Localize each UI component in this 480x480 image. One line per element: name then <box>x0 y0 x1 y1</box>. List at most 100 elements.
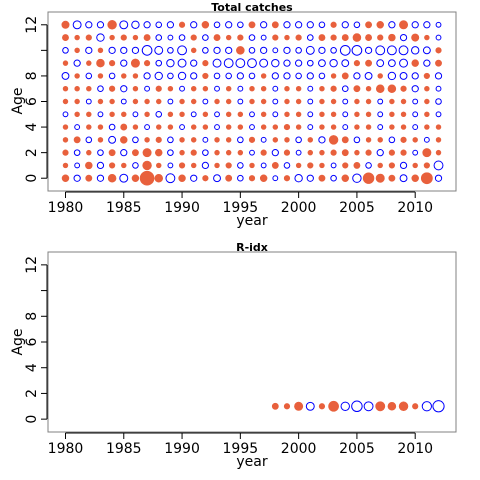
positive-residual-bubble <box>354 98 360 105</box>
negative-residual-bubble <box>377 98 384 105</box>
negative-residual-bubble <box>167 34 174 41</box>
negative-residual-bubble <box>272 111 279 118</box>
positive-residual-bubble <box>271 21 279 29</box>
positive-residual-bubble <box>225 137 232 143</box>
y-axis-label: Age <box>10 87 26 114</box>
y-tick-label: 6 <box>24 337 40 346</box>
positive-residual-bubble <box>330 21 337 28</box>
positive-residual-bubble <box>202 124 209 130</box>
positive-residual-bubble <box>295 111 302 118</box>
negative-residual-bubble <box>307 124 314 130</box>
positive-residual-bubble <box>330 149 337 156</box>
positive-residual-bubble <box>272 137 279 143</box>
negative-residual-bubble <box>339 45 351 56</box>
negative-residual-bubble <box>237 174 244 182</box>
positive-residual-bubble <box>399 20 409 30</box>
positive-residual-bubble <box>85 174 93 182</box>
negative-residual-bubble <box>342 111 349 118</box>
x-axis-label: year <box>236 213 267 229</box>
positive-residual-bubble <box>62 137 69 143</box>
negative-residual-bubble <box>341 85 349 93</box>
negative-residual-bubble <box>271 72 279 80</box>
negative-residual-bubble <box>422 46 431 55</box>
negative-residual-bubble <box>120 59 128 67</box>
positive-residual-bubble <box>97 73 104 79</box>
negative-residual-bubble <box>307 98 314 105</box>
y-axis-label: Age <box>10 328 26 355</box>
positive-residual-bubble <box>202 85 209 92</box>
negative-residual-bubble <box>353 136 361 144</box>
positive-residual-bubble <box>156 98 162 105</box>
positive-residual-bubble <box>236 46 245 55</box>
negative-residual-bubble <box>179 85 185 92</box>
panel-r-idx: R-idx 1980 1985 1990 1995 2000 2005 2010 0 2 4 6 8… <box>10 241 457 470</box>
positive-residual-bubble <box>319 124 325 130</box>
positive-residual-bubble <box>387 84 397 93</box>
negative-residual-bubble <box>365 162 372 169</box>
negative-residual-bubble <box>85 72 93 80</box>
positive-residual-bubble <box>132 98 139 105</box>
positive-residual-bubble <box>353 161 361 169</box>
negative-residual-bubble <box>237 98 244 105</box>
panel-total-catches: Total catches 1980 1985 1990 1995 2000 2005 20… <box>10 1 457 229</box>
negative-residual-bubble <box>260 46 268 54</box>
positive-residual-bubble <box>109 60 116 67</box>
positive-residual-bubble <box>74 34 80 41</box>
negative-residual-bubble <box>178 34 186 41</box>
negative-residual-bubble <box>108 72 116 80</box>
negative-residual-bubble <box>399 174 408 183</box>
positive-residual-bubble <box>155 136 162 143</box>
positive-residual-bubble <box>260 85 267 92</box>
negative-residual-bubble <box>214 85 220 92</box>
x-tick-label: 2005 <box>339 200 375 216</box>
positive-residual-bubble <box>86 111 92 118</box>
negative-residual-bubble <box>141 45 153 56</box>
negative-residual-bubble <box>260 162 267 169</box>
negative-residual-bubble <box>435 21 442 28</box>
negative-residual-bubble <box>177 58 187 68</box>
positive-residual-bubble <box>107 173 117 183</box>
positive-residual-bubble <box>400 85 407 92</box>
negative-residual-bubble <box>167 98 174 105</box>
negative-residual-bubble <box>377 111 384 118</box>
positive-residual-bubble <box>260 111 267 118</box>
negative-residual-bubble <box>85 46 93 54</box>
negative-residual-bubble <box>283 21 291 29</box>
negative-residual-bubble <box>398 45 409 56</box>
y-tick-label: 8 <box>24 71 40 80</box>
positive-residual-bubble <box>62 98 69 105</box>
negative-residual-bubble <box>341 59 350 68</box>
positive-residual-bubble <box>214 137 220 143</box>
negative-residual-bubble <box>433 160 444 171</box>
positive-residual-bubble <box>283 175 291 182</box>
positive-residual-bubble <box>400 98 407 105</box>
positive-residual-bubble <box>284 34 290 41</box>
negative-residual-bubble <box>283 59 291 67</box>
negative-residual-bubble <box>237 85 244 92</box>
negative-residual-bubble <box>72 20 82 30</box>
negative-residual-bubble <box>190 72 198 80</box>
positive-residual-bubble <box>237 34 244 41</box>
negative-residual-bubble <box>249 111 255 118</box>
positive-residual-bubble <box>284 111 290 118</box>
positive-residual-bubble <box>318 34 326 42</box>
positive-residual-bubble <box>260 124 267 130</box>
negative-residual-bubble <box>167 149 174 156</box>
positive-residual-bubble <box>365 149 372 156</box>
negative-residual-bubble <box>96 21 105 29</box>
negative-residual-bubble <box>165 173 176 184</box>
positive-residual-bubble <box>132 34 139 41</box>
positive-residual-bubble <box>365 85 372 92</box>
negative-residual-bubble <box>61 71 70 80</box>
positive-residual-bubble <box>330 73 337 79</box>
negative-residual-bubble <box>237 21 244 29</box>
positive-residual-bubble <box>283 149 291 156</box>
negative-residual-bubble <box>295 72 302 80</box>
positive-residual-bubble <box>97 98 104 105</box>
negative-residual-bubble <box>295 149 302 156</box>
negative-residual-bubble <box>295 47 302 54</box>
positive-residual-bubble <box>97 137 104 143</box>
negative-residual-bubble <box>330 174 337 182</box>
positive-residual-bubble <box>132 85 139 92</box>
